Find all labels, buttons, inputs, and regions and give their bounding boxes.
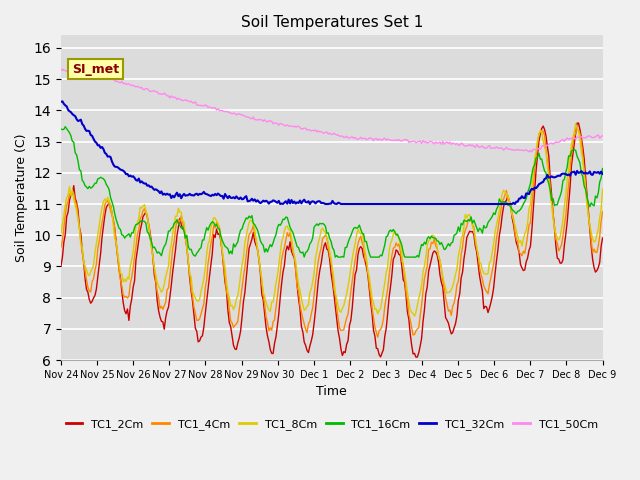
TC1_2Cm <box>445 320 452 326</box>
Line: TC1_32Cm: TC1_32Cm <box>61 101 602 204</box>
TC1_50Cm <box>598 133 606 139</box>
TC1_2Cm <box>93 286 100 292</box>
TC1_50Cm <box>59 66 67 72</box>
TC1_50Cm <box>337 133 345 139</box>
TC1_8Cm <box>597 206 605 212</box>
TC1_32Cm <box>94 143 102 148</box>
TC1_16Cm <box>527 180 534 186</box>
Title: Soil Temperatures Set 1: Soil Temperatures Set 1 <box>241 15 423 30</box>
X-axis label: Time: Time <box>316 385 347 398</box>
Text: SI_met: SI_met <box>72 63 119 76</box>
TC1_2Cm <box>412 354 420 360</box>
TC1_16Cm <box>446 243 454 249</box>
TC1_2Cm <box>525 247 533 253</box>
TC1_2Cm <box>598 235 606 241</box>
Line: TC1_16Cm: TC1_16Cm <box>61 127 602 257</box>
TC1_4Cm <box>573 125 581 131</box>
TC1_16Cm <box>94 176 102 182</box>
TC1_8Cm <box>336 309 344 314</box>
TC1_8Cm <box>445 289 452 295</box>
TC1_32Cm <box>77 117 84 122</box>
TC1_8Cm <box>57 229 65 235</box>
TC1_50Cm <box>77 72 84 78</box>
TC1_50Cm <box>528 149 536 155</box>
TC1_2Cm <box>575 120 582 126</box>
TC1_8Cm <box>93 240 100 246</box>
TC1_50Cm <box>597 134 605 140</box>
TC1_4Cm <box>374 334 381 340</box>
Legend: TC1_2Cm, TC1_4Cm, TC1_8Cm, TC1_16Cm, TC1_32Cm, TC1_50Cm: TC1_2Cm, TC1_4Cm, TC1_8Cm, TC1_16Cm, TC1… <box>61 415 602 434</box>
Line: TC1_50Cm: TC1_50Cm <box>61 69 602 152</box>
TC1_4Cm <box>525 222 533 228</box>
TC1_8Cm <box>525 206 533 212</box>
TC1_50Cm <box>94 75 102 81</box>
TC1_16Cm <box>332 254 339 260</box>
TC1_32Cm <box>276 201 284 207</box>
TC1_32Cm <box>598 171 606 177</box>
TC1_4Cm <box>598 209 606 215</box>
TC1_2Cm <box>597 243 605 249</box>
TC1_16Cm <box>598 166 606 171</box>
TC1_4Cm <box>57 244 65 250</box>
TC1_4Cm <box>93 262 100 267</box>
TC1_32Cm <box>446 201 454 207</box>
Line: TC1_4Cm: TC1_4Cm <box>61 128 602 337</box>
TC1_4Cm <box>336 325 344 331</box>
TC1_4Cm <box>597 218 605 224</box>
TC1_32Cm <box>57 99 65 105</box>
Y-axis label: Soil Temperature (C): Soil Temperature (C) <box>15 133 28 262</box>
TC1_32Cm <box>597 169 605 175</box>
TC1_16Cm <box>597 175 605 181</box>
TC1_8Cm <box>411 313 419 319</box>
TC1_16Cm <box>57 126 65 132</box>
Line: TC1_8Cm: TC1_8Cm <box>61 124 602 316</box>
Line: TC1_2Cm: TC1_2Cm <box>61 123 602 357</box>
TC1_4Cm <box>76 225 83 230</box>
TC1_2Cm <box>336 336 344 341</box>
TC1_32Cm <box>59 98 67 104</box>
TC1_32Cm <box>339 201 346 207</box>
TC1_32Cm <box>527 188 534 193</box>
TC1_16Cm <box>339 253 346 259</box>
TC1_8Cm <box>572 121 579 127</box>
TC1_16Cm <box>77 168 84 174</box>
TC1_8Cm <box>598 186 606 192</box>
TC1_2Cm <box>57 263 65 269</box>
TC1_8Cm <box>76 226 83 231</box>
TC1_50Cm <box>445 141 452 146</box>
TC1_2Cm <box>76 225 83 230</box>
TC1_50Cm <box>525 149 533 155</box>
TC1_16Cm <box>61 124 69 130</box>
TC1_4Cm <box>445 308 452 314</box>
TC1_50Cm <box>57 67 65 73</box>
